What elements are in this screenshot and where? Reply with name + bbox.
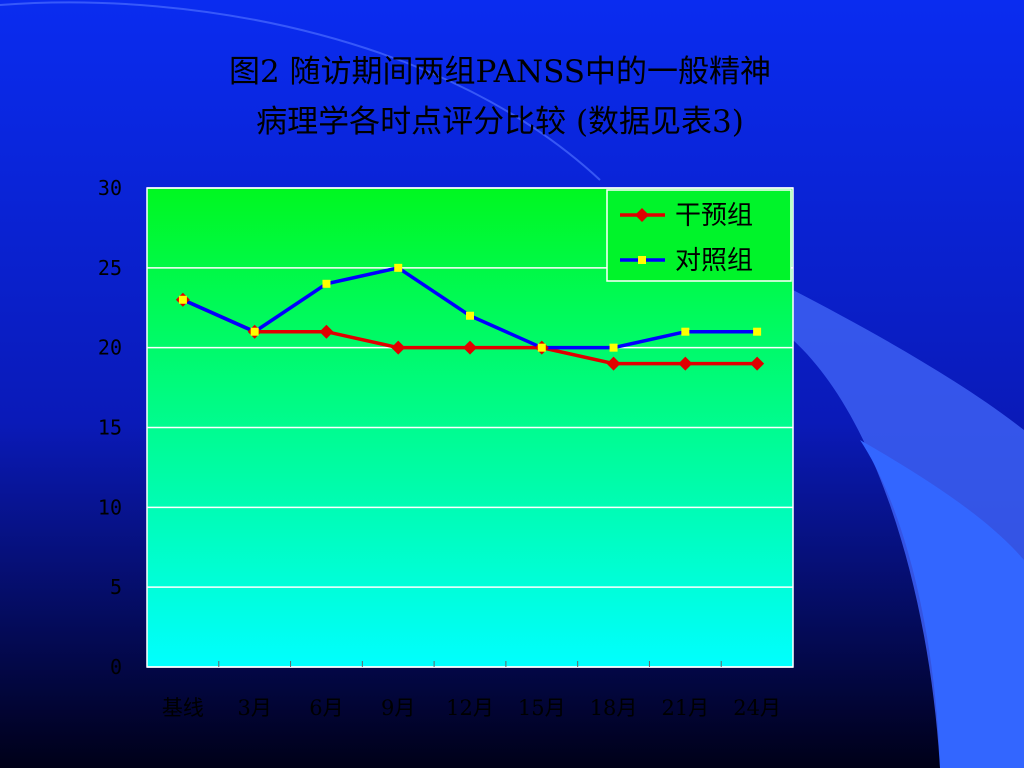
chart-title: 图2 随访期间两组PANSS中的一般精神: [229, 54, 771, 90]
data-point: [463, 340, 477, 355]
x-tick-label: 15月: [518, 696, 566, 720]
data-point: [681, 327, 690, 336]
legend-label: 干预组: [675, 201, 753, 231]
x-tick-label: 24月: [733, 696, 781, 720]
y-tick-label: 15: [98, 416, 122, 440]
data-point: [391, 340, 406, 355]
y-tick-label: 25: [98, 256, 122, 280]
decor-shape: [860, 440, 1024, 768]
legend-label: 对照组: [675, 246, 753, 276]
y-tick-label: 20: [98, 336, 122, 360]
legend-marker: [635, 208, 649, 222]
legend-box: [606, 189, 792, 282]
decor-curve: [0, 1, 601, 181]
data-point: [250, 327, 259, 336]
legend-marker: [638, 256, 646, 264]
x-tick-label: 18月: [590, 696, 638, 720]
y-tick-label: 30: [98, 176, 122, 200]
data-point: [537, 343, 546, 352]
data-point: [466, 311, 474, 320]
data-point: [753, 327, 762, 336]
data-point: [609, 343, 618, 352]
data-point: [394, 263, 403, 272]
data-point: [678, 356, 693, 371]
y-tick-label: 10: [98, 495, 122, 519]
x-tick-label: 21月: [661, 696, 709, 720]
data-point: [178, 295, 187, 304]
y-tick-label: 5: [110, 575, 122, 599]
x-tick-label: 基线: [162, 696, 204, 720]
data-point: [606, 356, 621, 371]
plot-border: [146, 187, 794, 668]
x-tick-label: 3月: [237, 696, 271, 720]
x-tick-label: 6月: [309, 696, 343, 720]
y-tick-label: 0: [110, 655, 122, 679]
data-point: [319, 324, 334, 339]
x-tick-label: 12月: [446, 696, 494, 720]
data-point: [322, 279, 331, 288]
x-tick-label: 9月: [381, 696, 415, 720]
chart-title: 病理学各时点评分比较 (数据见表3): [256, 104, 744, 140]
data-point: [750, 356, 765, 371]
